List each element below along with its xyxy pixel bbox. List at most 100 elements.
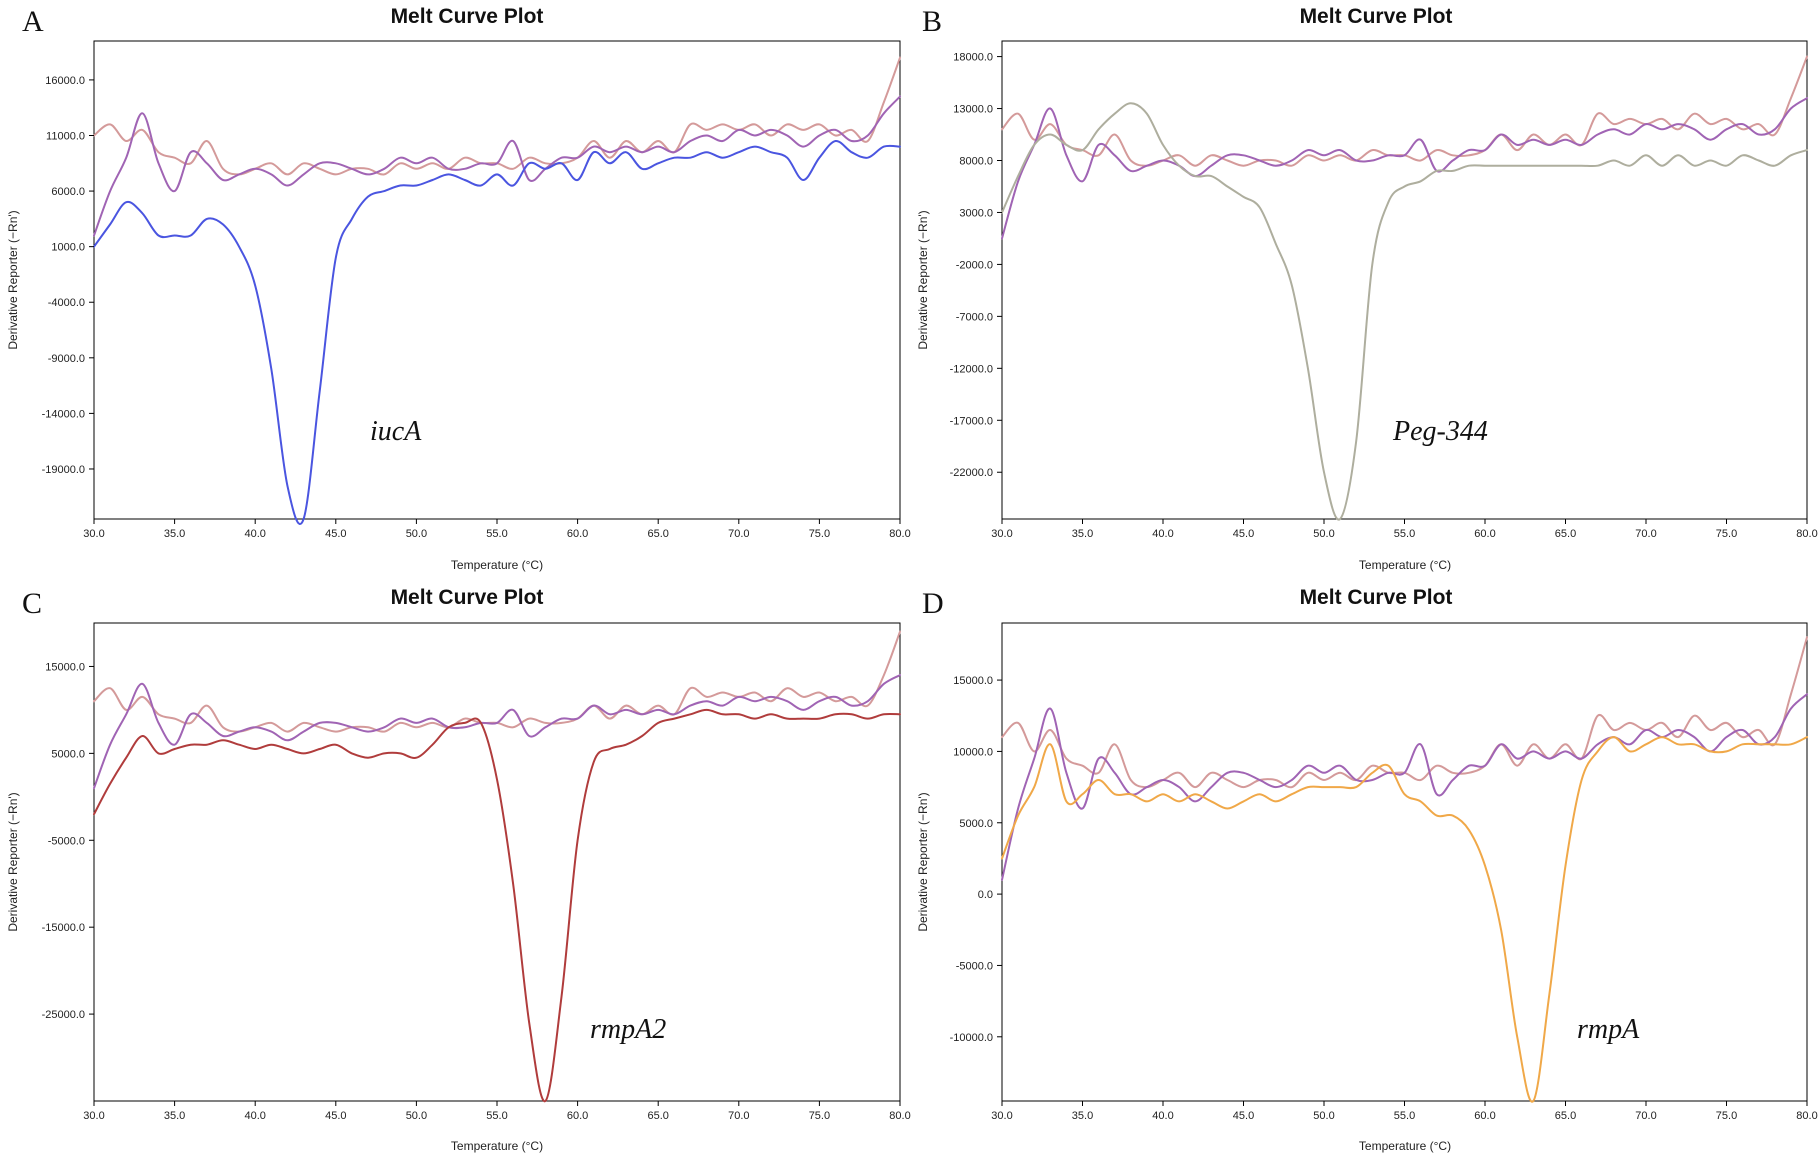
x-tick-label: 45.0: [1233, 528, 1254, 540]
x-tick-label: 55.0: [1394, 1110, 1415, 1122]
x-tick-label: 30.0: [991, 528, 1012, 540]
plot-area: [1001, 622, 1808, 1102]
melt-curve-panel-a: A Melt Curve Plot 16000.0 11000.0 6000.0 10…: [0, 0, 911, 580]
x-tick-label: 80.0: [1796, 1110, 1817, 1122]
x-tick-label: 70.0: [728, 528, 749, 540]
y-tick-label: -15000.0: [42, 922, 85, 934]
y-tick-label: 13000.0: [953, 104, 993, 116]
panel-letter: A: [22, 5, 44, 38]
x-tick-label: 35.0: [1072, 528, 1093, 540]
y-tick-label: -10000.0: [950, 1032, 993, 1044]
x-tick-label: 45.0: [1233, 1110, 1254, 1122]
y-tick-label: 16000.0: [45, 75, 85, 87]
x-tick-label: 40.0: [244, 1110, 265, 1122]
x-tick-label: 70.0: [1635, 528, 1656, 540]
x-tick-label: 50.0: [1313, 1110, 1334, 1122]
x-tick-label: 40.0: [1152, 1110, 1173, 1122]
x-tick-label: 75.0: [809, 528, 830, 540]
x-axis-label: Temperature (°C): [1359, 558, 1451, 572]
y-tick-label: -17000.0: [950, 415, 993, 427]
x-tick-label: 60.0: [567, 528, 588, 540]
x-tick-label: 60.0: [567, 1110, 588, 1122]
y-tick-label: -19000.0: [42, 464, 85, 476]
y-tick-label: -9000.0: [48, 353, 85, 365]
y-tick-label: -25000.0: [42, 1009, 85, 1021]
y-tick-label: 8000.0: [959, 156, 993, 168]
x-tick-label: 55.0: [1394, 528, 1415, 540]
melt-curve-chart-b: B Melt Curve Plot 18000.0 13000.0 8000.0 30…: [916, 5, 1818, 572]
y-tick-label: -2000.0: [956, 259, 993, 271]
x-tick-label: 30.0: [83, 1110, 104, 1122]
y-axis-label: Derivative Reporter (−Rn'): [6, 210, 20, 349]
x-tick-label: 55.0: [486, 1110, 507, 1122]
chart-title: Melt Curve Plot: [1300, 5, 1453, 28]
series-line-purple: [93, 95, 901, 237]
gene-annotation: Peg-344: [1392, 416, 1488, 447]
x-tick-label: 65.0: [647, 528, 668, 540]
plot-area: [93, 622, 901, 1102]
y-tick-label: 5000.0: [51, 748, 85, 760]
chart-title: Melt Curve Plot: [1300, 586, 1453, 609]
x-tick-label: 45.0: [325, 1110, 346, 1122]
x-tick-label: 55.0: [486, 528, 507, 540]
gene-annotation: rmpA2: [590, 1014, 666, 1045]
y-tick-label: 15000.0: [45, 661, 85, 673]
x-tick-label: 80.0: [1796, 528, 1817, 540]
x-axis-label: Temperature (°C): [451, 558, 543, 572]
gene-annotation: iucA: [370, 416, 422, 447]
series-line-red: [93, 708, 901, 1103]
y-tick-label: -4000.0: [48, 297, 85, 309]
y-tick-label: 5000.0: [959, 818, 993, 830]
x-axis-label: Temperature (°C): [1359, 1139, 1451, 1153]
panel-letter: D: [922, 587, 944, 620]
y-tick-label: 6000.0: [51, 186, 85, 198]
y-tick-label: -5000.0: [956, 960, 993, 972]
y-tick-label: 15000.0: [953, 675, 993, 687]
x-tick-label: 65.0: [647, 1110, 668, 1122]
x-tick-label: 30.0: [991, 1110, 1012, 1122]
y-tick-label: 18000.0: [953, 52, 993, 64]
x-tick-label: 40.0: [1152, 528, 1173, 540]
melt-curve-panel-d: D Melt Curve Plot 15000.0 10000.0 5000.0 0.…: [910, 580, 1819, 1159]
x-axis-ticks: 30.0 35.0 40.0 45.0 50.0 55.0 60.0 65.0 70.0 75.0…: [991, 1101, 1818, 1122]
x-tick-label: 70.0: [728, 1110, 749, 1122]
x-tick-label: 35.0: [1072, 1110, 1093, 1122]
y-tick-label: 11000.0: [46, 130, 85, 142]
series-layer: [1001, 636, 1808, 1103]
series-layer: [93, 630, 901, 1103]
x-tick-label: 75.0: [1716, 528, 1737, 540]
x-axis-ticks: 30.0 35.0 40.0 45.0 50.0 55.0 60.0 65.0 70.0 75.0…: [83, 519, 911, 540]
melt-curve-chart-c: C Melt Curve Plot 15000.0 5000.0 -5000.0 -1…: [6, 586, 911, 1153]
y-axis-ticks: 15000.0 5000.0 -5000.0 -15000.0 -25000.0: [42, 661, 94, 1021]
x-tick-label: 65.0: [1555, 1110, 1576, 1122]
gene-annotation: rmpA: [1577, 1014, 1640, 1045]
y-tick-label: 1000.0: [51, 242, 85, 254]
series-line-purple: [1001, 97, 1808, 240]
plot-area: [1001, 40, 1808, 520]
x-tick-label: 35.0: [164, 1110, 185, 1122]
series-line-grey: [1001, 102, 1808, 521]
chart-title: Melt Curve Plot: [391, 586, 544, 609]
y-tick-label: -5000.0: [48, 835, 85, 847]
melt-curve-chart-a: A Melt Curve Plot 16000.0 11000.0 6000.0 10…: [6, 5, 911, 572]
y-axis-label: Derivative Reporter (−Rn'): [916, 210, 930, 349]
melt-curve-panel-b: B Melt Curve Plot 18000.0 13000.0 8000.0 30…: [910, 0, 1819, 580]
x-tick-label: 75.0: [1716, 1110, 1737, 1122]
series-layer: [1001, 55, 1808, 521]
chart-title: Melt Curve Plot: [391, 5, 544, 28]
melt-curve-panel-c: C Melt Curve Plot 15000.0 5000.0 -5000.0 -1…: [0, 580, 911, 1159]
x-tick-label: 35.0: [164, 528, 185, 540]
y-tick-label: -14000.0: [42, 408, 85, 420]
y-axis-label: Derivative Reporter (−Rn'): [6, 792, 20, 931]
y-tick-label: -22000.0: [950, 467, 993, 479]
x-axis-ticks: 30.0 35.0 40.0 45.0 50.0 55.0 60.0 65.0 70.0 75.0…: [991, 519, 1818, 540]
x-axis-ticks: 30.0 35.0 40.0 45.0 50.0 55.0 60.0 65.0 70.0 75.0…: [83, 1101, 911, 1122]
panel-letter: C: [22, 587, 42, 620]
x-axis-label: Temperature (°C): [451, 1139, 543, 1153]
series-line-orange: [1001, 736, 1808, 1103]
x-tick-label: 50.0: [406, 528, 427, 540]
y-tick-label: -12000.0: [950, 363, 993, 375]
melt-curve-chart-d: D Melt Curve Plot 15000.0 10000.0 5000.0 0.…: [916, 586, 1818, 1153]
x-tick-label: 60.0: [1474, 528, 1495, 540]
y-tick-label: 3000.0: [959, 207, 993, 219]
